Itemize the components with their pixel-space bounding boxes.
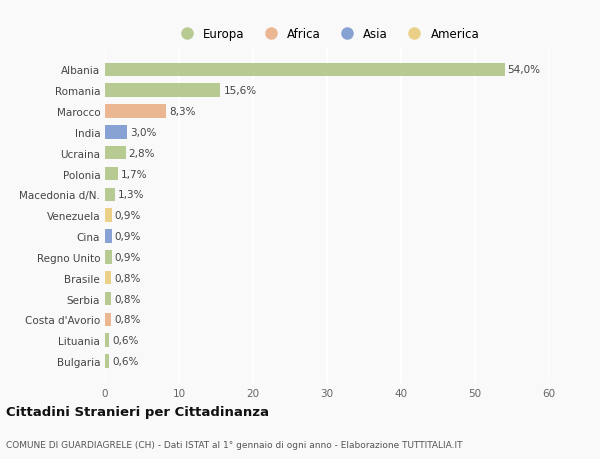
Text: 15,6%: 15,6% — [223, 86, 257, 96]
Bar — [105, 146, 126, 160]
Bar — [105, 63, 505, 77]
Text: 0,8%: 0,8% — [114, 273, 140, 283]
Bar — [105, 292, 111, 306]
Text: 0,6%: 0,6% — [112, 336, 139, 346]
Text: 0,6%: 0,6% — [112, 356, 139, 366]
Text: 1,7%: 1,7% — [121, 169, 147, 179]
Bar — [105, 271, 111, 285]
Text: 0,9%: 0,9% — [115, 252, 141, 262]
Text: 2,8%: 2,8% — [128, 148, 155, 158]
Text: 0,9%: 0,9% — [115, 211, 141, 221]
Bar — [105, 188, 115, 202]
Text: 1,3%: 1,3% — [118, 190, 144, 200]
Text: 3,0%: 3,0% — [130, 128, 157, 138]
Bar — [105, 209, 112, 223]
Bar — [105, 105, 166, 118]
Bar — [105, 126, 127, 140]
Bar — [105, 251, 112, 264]
Bar — [105, 334, 109, 347]
Text: 0,9%: 0,9% — [115, 231, 141, 241]
Bar — [105, 230, 112, 243]
Legend: Europa, Africa, Asia, America: Europa, Africa, Asia, America — [172, 26, 482, 43]
Bar — [105, 84, 220, 98]
Text: 54,0%: 54,0% — [508, 65, 541, 75]
Bar — [105, 168, 118, 181]
Text: 0,8%: 0,8% — [114, 315, 140, 325]
Text: 8,3%: 8,3% — [169, 107, 196, 117]
Bar — [105, 354, 109, 368]
Text: 0,8%: 0,8% — [114, 294, 140, 304]
Text: COMUNE DI GUARDIAGRELE (CH) - Dati ISTAT al 1° gennaio di ogni anno - Elaborazio: COMUNE DI GUARDIAGRELE (CH) - Dati ISTAT… — [6, 441, 463, 449]
Bar — [105, 313, 111, 326]
Text: Cittadini Stranieri per Cittadinanza: Cittadini Stranieri per Cittadinanza — [6, 405, 269, 419]
